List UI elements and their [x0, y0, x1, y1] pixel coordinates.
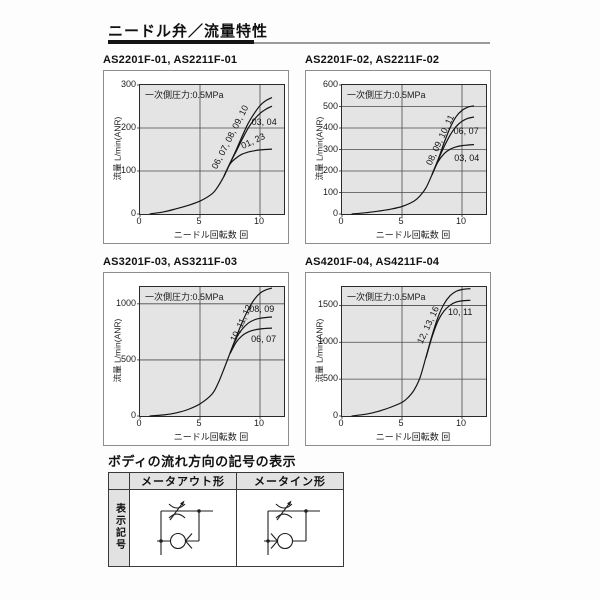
- flow-curve: [223, 105, 273, 177]
- page-title: ニードル弁／流量特性: [108, 23, 269, 40]
- x-tick-label: 5: [398, 216, 404, 226]
- series-label: 08, 09: [249, 304, 275, 315]
- flow-curve: [223, 148, 273, 177]
- meter-in-cell: [236, 489, 344, 567]
- x-tick-label: 0: [136, 216, 142, 226]
- y-tick-label: 0: [130, 208, 136, 218]
- column-header-meter-in: メータイン形: [236, 472, 344, 490]
- series-label: 06, 07: [453, 126, 479, 136]
- y-tick-label: 200: [322, 165, 338, 175]
- column-header-meter-out: メータアウト形: [129, 472, 237, 490]
- x-axis-label: ニードル回転数 回: [375, 432, 451, 442]
- row-header-display-symbol: 表示記号: [108, 489, 130, 567]
- x-tick-label: 10: [455, 418, 466, 428]
- x-tick-label: 10: [455, 216, 466, 226]
- flow-direction-symbol-table: メータアウト形 メータイン形 表示記号: [108, 472, 344, 567]
- y-tick-label: 1000: [317, 336, 338, 347]
- y-tick-label: 100: [120, 165, 136, 175]
- y-tick-label: 600: [322, 79, 338, 89]
- chart-title: AS2201F-02, AS2211F-02: [305, 54, 440, 66]
- chart-canvas: [339, 287, 486, 419]
- y-tick-label: 1000: [115, 297, 136, 308]
- flow-curve: [229, 327, 273, 354]
- plot-area: 一次側圧力:0.5MPa 12, 13, 16 10, 11: [339, 286, 487, 419]
- y-axis-label: 流量 L/min(ANR): [112, 116, 123, 181]
- y-tick-label: 0: [332, 410, 338, 420]
- y-tick-label: 0: [130, 410, 136, 420]
- meter-out-symbol-icon: [157, 500, 213, 555]
- flow-chart-as3201f-03: 流量 L/min(ANR) 一次側圧力:0.5MPa 10, 11, 12 08,…: [103, 272, 289, 446]
- symbols-section-title: ボディの流れ方向の記号の表示: [108, 454, 297, 469]
- series-label: 03, 04: [251, 116, 277, 127]
- x-tick-label: 0: [338, 216, 344, 226]
- flow-curve: [431, 116, 475, 175]
- y-tick-label: 300: [120, 79, 136, 89]
- chart-title: AS4201F-04, AS4211F-04: [305, 256, 440, 268]
- flow-curve: [351, 105, 475, 215]
- y-tick-label: 100: [322, 186, 338, 197]
- chart-block-as3201f-03: AS3201F-03, AS3211F-03 流量 L/min(ANR) 一次側…: [103, 256, 289, 446]
- chart-block-as4201f-04: AS4201F-04, AS4211F-04 流量 L/min(ANR) 一次側…: [305, 256, 491, 446]
- plot-area: 一次側圧力:0.5MPa 08, 09, 10, 11 06, 07 03, 04: [339, 84, 487, 217]
- x-tick-label: 5: [398, 418, 404, 428]
- x-tick-label: 5: [196, 216, 202, 226]
- chart-block-as2201f-01: AS2201F-01, AS2211F-01 流量 L/min(ANR) 一次側…: [103, 54, 289, 244]
- flow-curve: [351, 288, 471, 417]
- y-tick-label: 200: [120, 122, 136, 132]
- y-tick-label: 500: [322, 373, 338, 384]
- series-label: 03, 04: [454, 152, 480, 163]
- legend-pressure: 一次側圧力:0.5MPa: [145, 90, 224, 100]
- flow-curve: [149, 96, 273, 215]
- meter-in-symbol-icon: [264, 500, 320, 555]
- y-tick-label: 500: [322, 100, 338, 111]
- chart-title: AS2201F-01, AS2211F-01: [103, 54, 238, 66]
- y-tick-label: 300: [322, 143, 338, 154]
- chart-block-as2201f-02: AS2201F-02, AS2211F-02 流量 L/min(ANR) 一次側…: [305, 54, 491, 244]
- flow-chart-as2201f-01: 流量 L/min(ANR) 一次側圧力:0.5MPa 06, 07, 08, 0…: [103, 70, 289, 244]
- x-tick-label: 10: [253, 216, 264, 226]
- x-axis-label: ニードル回転数 回: [375, 230, 451, 240]
- plot-area: 一次側圧力:0.5MPa 10, 11, 12 08, 09 06, 07: [137, 286, 285, 419]
- y-tick-label: 500: [120, 353, 136, 364]
- row-header-label: 表示記号: [113, 502, 125, 551]
- x-tick-label: 10: [253, 418, 264, 428]
- series-label: 06, 07: [251, 333, 277, 344]
- series-label: 10, 11: [448, 307, 473, 318]
- legend-pressure: 一次側圧力:0.5MPa: [347, 292, 426, 302]
- chart-canvas: [339, 84, 486, 217]
- y-tick-label: 400: [322, 122, 338, 132]
- plot-area: 一次側圧力:0.5MPa 06, 07, 08, 09, 10 03, 04 01,…: [137, 84, 285, 217]
- title-rule-gray: [108, 42, 490, 44]
- y-tick-label: 0: [332, 208, 338, 218]
- x-axis-label: ニードル回転数 回: [173, 230, 249, 240]
- flow-curve: [149, 287, 273, 417]
- title-rule-black: [108, 40, 254, 44]
- flow-curve: [425, 299, 471, 358]
- table-corner-cell: [108, 472, 130, 490]
- chart-canvas: [137, 84, 284, 217]
- flow-curve: [229, 316, 273, 354]
- flow-chart-as4201f-04: 流量 L/min(ANR) 一次側圧力:0.5MPa 12, 13, 16 10,…: [305, 272, 491, 446]
- x-tick-label: 5: [196, 418, 202, 428]
- flow-chart-as2201f-02: 流量 L/min(ANR) 一次側圧力:0.5MPa 08, 09, 10, 1…: [305, 70, 491, 244]
- chart-title: AS3201F-03, AS3211F-03: [103, 256, 238, 268]
- legend-pressure: 一次側圧力:0.5MPa: [145, 292, 224, 302]
- legend-pressure: 一次側圧力:0.5MPa: [347, 90, 426, 100]
- x-tick-label: 0: [338, 418, 344, 428]
- x-axis-label: ニードル回転数 回: [173, 432, 249, 442]
- x-tick-label: 0: [136, 418, 142, 428]
- y-tick-label: 1500: [317, 299, 338, 310]
- flow-curve: [431, 144, 475, 175]
- chart-canvas: [137, 287, 284, 419]
- meter-out-cell: [129, 489, 237, 567]
